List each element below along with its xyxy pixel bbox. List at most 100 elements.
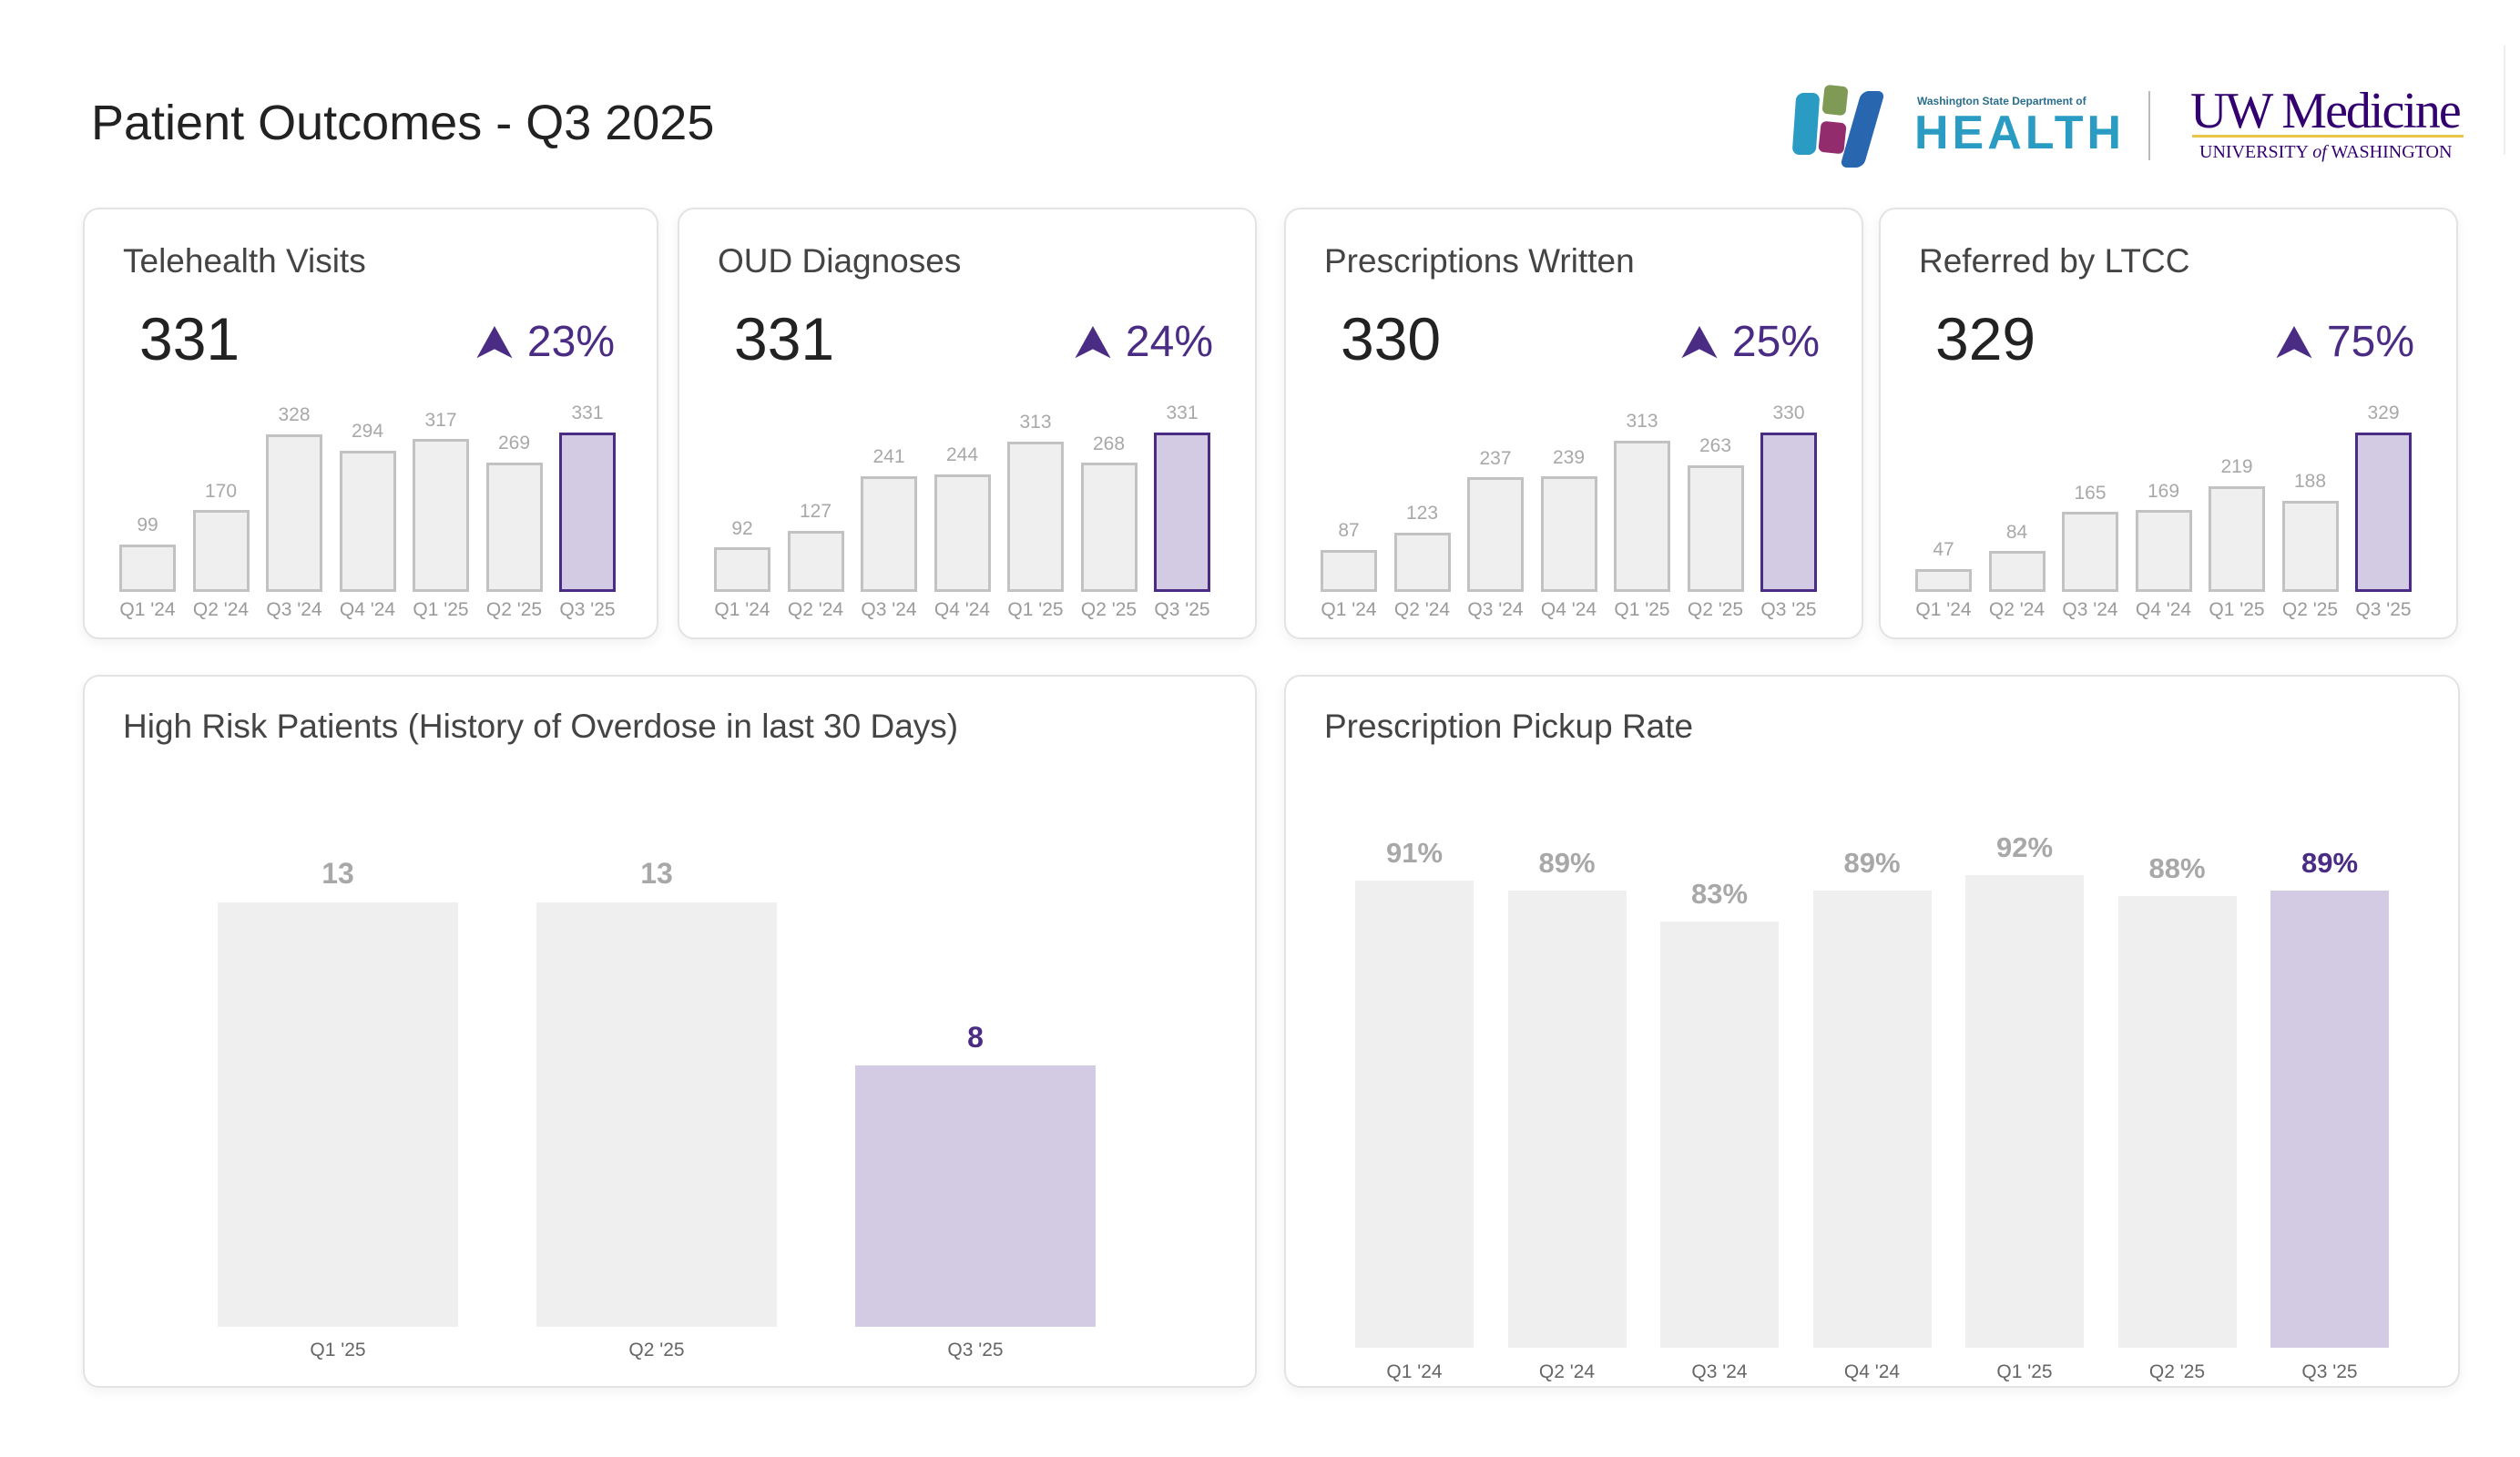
arrow-up-icon <box>475 325 513 359</box>
value-label: 89% <box>2301 846 2359 879</box>
value-label: 239 <box>1552 446 1586 468</box>
axis-label: Q1 '25 <box>1007 599 1064 620</box>
logo-shape-teal <box>1791 93 1821 155</box>
axis-label: Q4 '24 <box>339 599 396 620</box>
bar-q3-25[interactable] <box>855 1065 1096 1327</box>
panel-title: High Risk Patients (History of Overdose … <box>123 708 959 745</box>
bar-q2-25[interactable] <box>485 462 543 592</box>
axis-label: Q4 '24 <box>934 599 991 620</box>
value-label: 123 <box>1405 503 1439 525</box>
axis-label: Q1 '25 <box>1614 599 1670 620</box>
value-label: 330 <box>1772 402 1805 424</box>
axis-label: Q3 '24 <box>861 599 917 620</box>
value-label: 88% <box>2148 851 2206 884</box>
axis-label: Q3 '25 <box>559 599 616 620</box>
axis-label: Q4 '24 <box>1843 1361 1901 1382</box>
bar-q2-25[interactable] <box>2117 895 2237 1348</box>
logo-shape-magenta <box>1818 120 1847 155</box>
pickup-rate-panel: Prescription Pickup Rate 91% Q1 '24 89% Q2 … <box>1284 675 2460 1388</box>
value-label: 170 <box>204 480 238 502</box>
bar-q4-24[interactable] <box>2135 510 2192 592</box>
kpi-title: OUD Diagnoses <box>718 242 962 280</box>
kpi-change: 75% <box>2275 317 2414 367</box>
kpi-title: Prescriptions Written <box>1324 242 1635 280</box>
value-label: 241 <box>872 446 905 468</box>
bar-q2-25[interactable] <box>1687 464 1744 592</box>
axis-label: Q1 '25 <box>310 1340 366 1360</box>
bar-q3-24[interactable] <box>861 475 917 592</box>
page-title: Patient Outcomes - Q3 2025 <box>91 96 715 150</box>
bar-q3-24[interactable] <box>266 433 322 592</box>
high-risk-panel: High Risk Patients (History of Overdose … <box>83 675 1257 1388</box>
bar-q1-25[interactable] <box>1614 441 1670 592</box>
kpi-change-value: 23% <box>526 318 615 366</box>
bar-q3-25[interactable] <box>2355 433 2412 592</box>
value-label: 263 <box>1699 434 1732 456</box>
bar-q2-24[interactable] <box>1507 890 1627 1348</box>
value-label: 87 <box>1338 520 1360 542</box>
bar-q2-24[interactable] <box>1393 532 1451 592</box>
doh-big-text: HEALTH <box>1914 107 2126 159</box>
bar-q3-24[interactable] <box>1467 477 1524 592</box>
bar-q3-25[interactable] <box>1154 433 1210 592</box>
bar-q3-25[interactable] <box>1760 433 1817 592</box>
value-label: 8 <box>967 1020 984 1054</box>
kpi-card-ltcc: Referred by LTCC 329 75% 47 Q1 '24 84 Q2 '2… <box>1879 208 2458 639</box>
bar-q1-24[interactable] <box>714 547 770 592</box>
bar-q2-25[interactable] <box>2281 501 2339 592</box>
bar-q3-24[interactable] <box>2062 512 2118 592</box>
kpi-value: 331 <box>139 305 240 372</box>
value-label: 91% <box>1385 836 1444 869</box>
bar-q4-24[interactable] <box>1540 476 1597 592</box>
kpi-value: 330 <box>1341 305 1442 372</box>
bar-q2-25[interactable] <box>1080 463 1138 592</box>
bar-q1-25[interactable] <box>1007 441 1064 592</box>
arrow-up-icon <box>2275 325 2312 359</box>
logo-divider <box>2148 91 2150 160</box>
bar-q4-24[interactable] <box>339 450 396 592</box>
panel-title: Prescription Pickup Rate <box>1324 708 1694 745</box>
bar-q1-25[interactable] <box>2209 485 2265 592</box>
value-label: 317 <box>424 409 457 431</box>
bar-q1-25[interactable] <box>1965 875 2084 1348</box>
axis-label: Q2 '25 <box>2281 599 2339 620</box>
bar-q4-24[interactable] <box>934 474 991 592</box>
kpi-change-value: 25% <box>1731 318 1820 366</box>
bar-q3-24[interactable] <box>1660 921 1779 1348</box>
kpi-title: Referred by LTCC <box>1919 242 2190 280</box>
logo-shape-green <box>1821 84 1849 117</box>
value-label: 89% <box>1538 846 1596 879</box>
axis-label: Q2 '24 <box>1988 599 2046 620</box>
bar-q2-25[interactable] <box>536 902 777 1327</box>
bar-q1-24[interactable] <box>1355 880 1474 1348</box>
bar-q1-25[interactable] <box>413 439 469 592</box>
axis-label: Q4 '24 <box>2135 599 2192 620</box>
value-label: 188 <box>2293 471 2327 493</box>
value-label: 329 <box>2367 402 2400 424</box>
bar-q1-25[interactable] <box>218 902 458 1327</box>
kpi-change-value: 24% <box>1125 318 1213 366</box>
axis-label: Q1 '24 <box>714 599 770 620</box>
right-edge-line <box>2504 46 2505 155</box>
value-label: 47 <box>1933 539 1954 561</box>
bar-q2-24[interactable] <box>192 510 250 592</box>
uw-medicine-logo: UW Medicine UNIVERSITY of WASHINGTON <box>2190 82 2468 168</box>
bar-q2-24[interactable] <box>787 530 844 592</box>
axis-label: Q3 '25 <box>1154 599 1210 620</box>
bar-q2-24[interactable] <box>1988 551 2046 592</box>
bar-q3-25[interactable] <box>559 433 616 592</box>
value-label: 331 <box>1166 402 1199 424</box>
value-label: 244 <box>945 444 979 466</box>
value-label: 294 <box>351 421 384 442</box>
bar-q3-25[interactable] <box>2270 890 2389 1348</box>
axis-label: Q3 '24 <box>1691 1361 1748 1382</box>
kpi-card-oud: OUD Diagnoses 331 24% 92 Q1 '24 127 Q2 '24 2… <box>678 208 1257 639</box>
uw-sub-text: UNIVERSITY of WASHINGTON <box>2199 142 2452 163</box>
axis-label: Q2 '25 <box>1080 599 1138 620</box>
value-label: 84 <box>2005 521 2028 543</box>
bar-q1-24[interactable] <box>1321 549 1377 592</box>
axis-label: Q2 '24 <box>1538 1361 1596 1382</box>
bar-q1-24[interactable] <box>119 544 176 592</box>
bar-q4-24[interactable] <box>1812 890 1932 1348</box>
bar-q1-24[interactable] <box>1915 569 1972 592</box>
